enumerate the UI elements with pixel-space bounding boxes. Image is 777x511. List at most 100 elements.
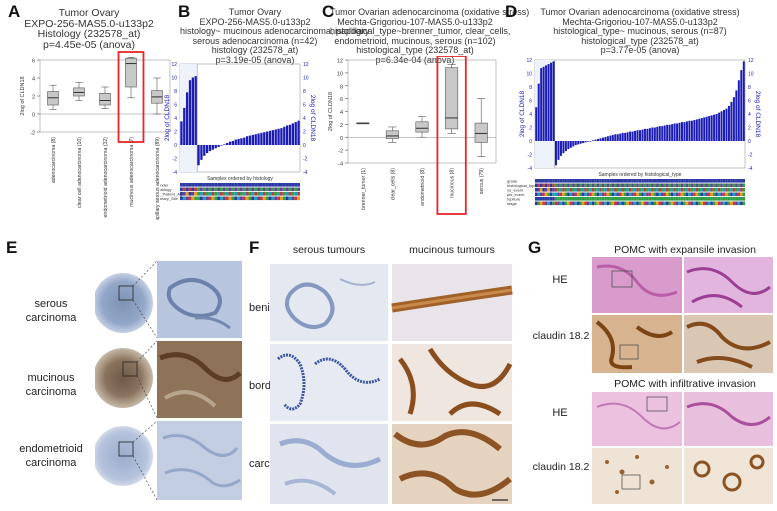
y-tick-label: 10 — [526, 72, 532, 78]
data-bar — [621, 132, 624, 141]
annotation-cell — [695, 183, 699, 188]
annotation-cell — [586, 201, 590, 206]
annotation-cell — [251, 196, 255, 201]
annotation-cell — [268, 196, 272, 201]
annotation-cell — [297, 187, 300, 192]
annotation-cell — [636, 188, 639, 192]
annotation-cell — [562, 197, 565, 201]
data-bar — [688, 120, 691, 141]
annotation-cell — [574, 201, 577, 206]
data-bar — [550, 62, 553, 142]
annotation-cell — [265, 187, 269, 192]
annotation-cell — [670, 188, 674, 192]
highlight-box — [117, 51, 145, 143]
annotation-cell — [557, 183, 560, 188]
annotation-cell — [554, 197, 558, 201]
data-bar — [636, 130, 639, 141]
annotation-cell — [616, 201, 619, 206]
annotation-cell — [631, 192, 634, 197]
data-bar — [188, 80, 192, 145]
annotation-cell — [683, 197, 686, 201]
y-tick-label-right: 2 — [748, 126, 751, 132]
annotation-cell — [720, 197, 723, 201]
annotation-cell — [234, 183, 238, 187]
annotation-cell — [651, 183, 654, 188]
annotation-cell — [742, 188, 745, 192]
annotation-cell — [285, 192, 289, 196]
annotation-cell — [202, 183, 206, 187]
annotation-cell — [732, 201, 736, 206]
data-bar — [698, 118, 701, 141]
data-bar — [577, 141, 580, 145]
y-tick-label: 12 — [337, 59, 343, 65]
annotation-cell — [542, 201, 545, 206]
annotation-cell — [245, 196, 249, 201]
annotation-cell — [537, 179, 540, 183]
y-axis-label-right: 2log of CLDN18 — [754, 91, 761, 138]
annotation-cell — [288, 187, 292, 192]
data-bar — [740, 70, 743, 141]
track-label: topfiure — [507, 197, 521, 202]
data-bar — [611, 134, 614, 141]
annotation-cell — [291, 183, 295, 187]
annotation-cell — [636, 192, 639, 197]
annotation-cell — [651, 192, 654, 197]
annotation-cell — [225, 183, 229, 187]
annotation-cell — [720, 183, 723, 188]
annotation-cell — [717, 183, 721, 188]
annotation-cell — [732, 179, 736, 183]
annotation-cell — [715, 197, 718, 201]
annotation-cell — [621, 197, 624, 201]
annotation-cell — [572, 179, 575, 183]
y-tick-label: 2 — [340, 123, 343, 129]
annotation-cell — [584, 183, 587, 188]
annotation-cell — [619, 179, 622, 183]
data-bar — [251, 134, 254, 145]
annotation-cell — [628, 192, 632, 197]
annotation-cell — [646, 179, 649, 183]
annotation-cell — [720, 192, 723, 197]
data-bar — [246, 136, 249, 145]
y-tick-label-right: -4 — [748, 166, 753, 172]
annotation-cell — [638, 197, 642, 201]
annotation-cell — [579, 201, 582, 206]
annotation-cell — [542, 197, 545, 201]
annotation-cell — [194, 196, 198, 201]
annotation-cell — [589, 188, 592, 192]
annotation-cell — [703, 188, 706, 192]
data-bar — [589, 141, 592, 142]
y-tick-label: 4 — [32, 77, 35, 83]
annotation-cell — [282, 187, 286, 192]
annotation-cell — [601, 197, 605, 201]
panel-d-title-line: histological_type (232578_at) — [581, 35, 699, 46]
annotation-cell — [535, 179, 538, 183]
data-bar — [685, 121, 688, 141]
annotation-cell — [277, 192, 280, 196]
y-tick-label: 0 — [340, 136, 343, 142]
annotation-cell — [535, 201, 538, 206]
annotation-cell — [668, 192, 671, 197]
annotation-cell — [579, 183, 582, 188]
data-bar — [277, 128, 280, 145]
annotation-cell — [678, 201, 681, 206]
annotation-cell — [554, 201, 558, 206]
annotation-cell — [675, 192, 679, 197]
annotation-cell — [651, 201, 654, 206]
annotation-cell — [222, 196, 226, 201]
annotation-cell — [285, 183, 289, 187]
annotation-cell — [730, 183, 733, 188]
annotation-cell — [646, 183, 649, 188]
annotation-cell — [200, 187, 203, 192]
data-bar — [280, 128, 283, 145]
data-bar — [206, 145, 209, 154]
annotation-cell — [619, 183, 622, 188]
annotation-cell — [211, 183, 215, 187]
annotation-cell — [231, 187, 235, 192]
annotation-cell — [594, 188, 597, 192]
data-bar — [574, 141, 577, 146]
section-title-infiltrative: POMC with infiltrative invasion — [614, 378, 756, 390]
data-bar — [237, 138, 240, 145]
annotation-cell — [222, 183, 226, 187]
data-bar — [559, 141, 562, 156]
annotation-cell — [262, 187, 266, 192]
